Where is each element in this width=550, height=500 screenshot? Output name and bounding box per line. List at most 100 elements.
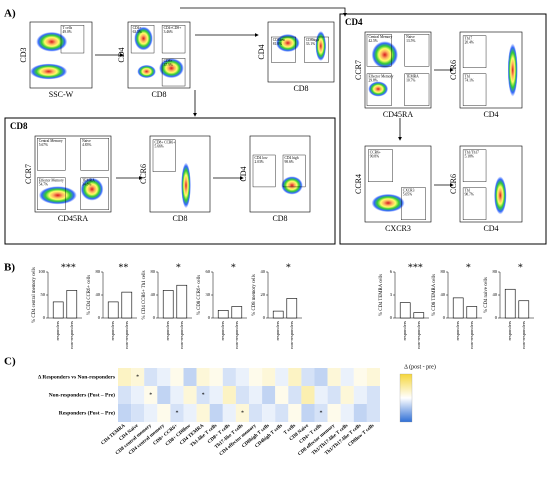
y-axis-label: % CD8 TEMRA cells: [432, 274, 437, 316]
gate: [366, 34, 392, 67]
heatmap-cell: [327, 404, 341, 422]
gate-percent: 13.5%: [406, 39, 415, 43]
heatmap-cell: [144, 386, 158, 404]
gate-percent: 5.67%: [39, 143, 48, 147]
gate-name: CD8+ CCR6+: [155, 141, 176, 145]
y-axis-label: CD3: [19, 47, 28, 62]
heatmap-cell: [353, 368, 367, 386]
cell-density: [371, 41, 398, 69]
heatmap-cell: [249, 386, 263, 404]
gate-percent: 34.8%: [82, 183, 91, 187]
star: *: [241, 410, 244, 416]
colorbar: [399, 373, 413, 423]
gate: [462, 187, 487, 220]
panel-box: [4, 117, 336, 245]
gate-percent: 81.8%: [273, 42, 282, 46]
heatmap-cell: [262, 386, 276, 404]
flow-plot: [364, 31, 432, 109]
heatmap-cell: [235, 404, 249, 422]
heatmap-cell: [249, 368, 263, 386]
gate: [80, 138, 109, 171]
cell-density: [275, 34, 300, 52]
x-axis-label: CD45RA: [58, 214, 88, 223]
y-tick-label: 0: [443, 315, 446, 320]
panel-label: B): [4, 262, 15, 274]
gate-percent: 10.7%: [406, 79, 415, 83]
x-axis-label: CD8: [293, 84, 308, 93]
gate: [152, 139, 176, 172]
gate-percent: 49.0%: [63, 30, 72, 34]
y-axis-label: % CD8 memory cells: [252, 274, 257, 316]
gate: [404, 73, 430, 106]
cell-density: [159, 58, 184, 79]
heatmap-cell: [262, 404, 276, 422]
box-title: CD8: [10, 121, 28, 131]
gate: [130, 25, 155, 54]
x-tick-label: responders: [507, 321, 512, 341]
heatmap-cell: [118, 386, 132, 404]
heatmap-cell: [327, 386, 341, 404]
heatmap-cell: [314, 386, 328, 404]
significance: *: [176, 262, 181, 273]
gate-percent: 5.05%: [403, 193, 412, 197]
gate-percent: 63.5%: [133, 30, 142, 34]
heatmap-cell: [366, 386, 380, 404]
y-tick-label: 80: [151, 269, 156, 274]
x-tick-label: non-responders: [469, 321, 474, 349]
heatmap-cell: [157, 404, 171, 422]
gate-percent: 90.7%: [465, 193, 474, 197]
bar: [413, 312, 425, 319]
bar: [286, 298, 298, 319]
y-tick-label: 40: [151, 292, 156, 297]
heatmap-cell: [275, 404, 289, 422]
heatmap-cell: [301, 368, 315, 386]
heatmap-cell: [235, 386, 249, 404]
star: *: [202, 392, 205, 398]
heatmap-cell: [314, 368, 328, 386]
heatmap-cell: [353, 386, 367, 404]
row-label: Responders (Post – Pre): [59, 409, 115, 416]
gate-name: Naive: [406, 35, 415, 39]
gate-percent: 74.1%: [465, 79, 474, 83]
heatmap-cell: [144, 368, 158, 386]
y-axis-label: CCR6: [449, 60, 458, 80]
significance: **: [118, 262, 128, 273]
x-tick-label: responders: [165, 321, 170, 341]
y-axis-label: CCR7: [24, 164, 33, 184]
x-tick-label: non-responders: [289, 321, 294, 349]
gate-name: Effector Memory: [368, 75, 393, 79]
x-axis-label: CD4: [483, 224, 498, 233]
y-axis-label: % CD8 CCR6+ cells: [197, 275, 202, 315]
significance: *: [518, 262, 523, 273]
box-title: CD4: [345, 17, 363, 27]
heatmap-cell: [209, 404, 223, 422]
heatmap-cell: [157, 368, 171, 386]
heatmap-cell: [183, 386, 197, 404]
heatmap-cell: [301, 386, 315, 404]
x-tick-label: non-responders: [179, 321, 184, 349]
star: *: [320, 410, 323, 416]
gate-percent: 20.4%: [465, 41, 474, 45]
significance: *: [231, 262, 236, 273]
gate-percent: 2.03%: [255, 160, 264, 164]
heatmap-cell: [157, 386, 171, 404]
heatmap-cell: [131, 368, 145, 386]
cell-density: [36, 31, 68, 52]
heatmap-cell: [170, 368, 184, 386]
gate: [366, 73, 392, 106]
heatmap-cell: [118, 368, 132, 386]
y-tick-label: 60: [206, 269, 211, 274]
y-tick-label: 80: [96, 269, 101, 274]
heatmap-cell: [209, 386, 223, 404]
row-label: Non-responders (Post – Pre): [49, 391, 115, 398]
cell-density: [181, 162, 191, 209]
y-tick-label: 0: [495, 315, 498, 320]
y-tick-label: 40: [493, 292, 498, 297]
heatmap-cell: [340, 386, 354, 404]
gate: [368, 149, 393, 182]
flow-plot: [149, 135, 211, 213]
heatmap-cell: [327, 368, 341, 386]
cell-density: [80, 177, 104, 201]
x-axis-label: CXCR3: [385, 224, 411, 233]
x-tick-label: responders: [275, 321, 280, 341]
